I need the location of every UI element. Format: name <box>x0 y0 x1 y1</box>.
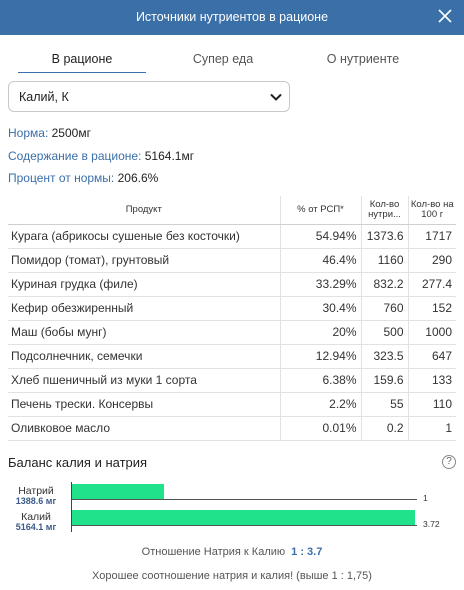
tab-bar: В рационе Супер еда О нутриенте <box>18 52 438 74</box>
cell-percent: 6.38% <box>279 368 361 393</box>
tab-super-food[interactable]: Супер еда <box>192 52 254 66</box>
cell-product: Помидор (томат), грунтовый <box>8 248 280 273</box>
table-row[interactable]: Хлеб пшеничный из муки 1 сорта 6.38% 159.6… <box>8 368 456 393</box>
col-header-amount[interactable]: Кол-во нутри... <box>360 196 408 225</box>
close-icon <box>438 9 452 23</box>
bar-category-label: Натрий <box>18 485 54 497</box>
tab-about-nutrient[interactable]: О нутриенте <box>326 52 400 66</box>
cell-per100: 1 <box>407 416 456 441</box>
table-row[interactable]: Помидор (томат), грунтовый 46.4% 1160 290 <box>8 248 456 273</box>
cell-percent: 12.94% <box>279 344 361 369</box>
percent-stat: Процент от нормы: 206.6% <box>8 171 158 185</box>
cell-per100: 152 <box>407 296 456 321</box>
table-row[interactable]: Подсолнечник, семечки 12.94% 323.5 647 <box>8 344 456 369</box>
cell-per100: 647 <box>407 344 456 369</box>
question-circle-icon[interactable]: ? <box>442 455 456 469</box>
cell-percent: 54.94% <box>279 224 361 249</box>
cell-amount: 500 <box>360 320 408 345</box>
cell-per100: 1717 <box>407 224 456 249</box>
cell-per100: 1000 <box>407 320 456 345</box>
col-header-per100[interactable]: Кол-во на 100 г <box>407 196 456 225</box>
bar <box>72 510 415 525</box>
bar <box>72 484 164 499</box>
nutrient-select[interactable]: Калий, К <box>8 81 290 112</box>
window-title: Источники нутриентов в рационе <box>135 10 329 24</box>
table-row[interactable]: Кефир обезжиренный 30.4% 760 152 <box>8 296 456 321</box>
bar-baseline <box>72 499 417 500</box>
bar-category-label: Калий <box>21 511 51 523</box>
chevron-down-icon <box>270 93 282 101</box>
cell-product: Хлеб пшеничный из муки 1 сорта <box>8 368 280 393</box>
table-row[interactable]: Печень трески. Консервы 2.2% 55 110 <box>8 392 456 417</box>
title-bar: Источники нутриентов в рационе <box>0 0 464 35</box>
table-header-row: Продукт % от РСП* Кол-во нутри... Кол-во… <box>8 196 456 225</box>
cell-product: Куриная грудка (филе) <box>8 272 280 297</box>
bar-value-label: 1 <box>423 493 428 503</box>
cell-amount: 0.2 <box>360 416 408 441</box>
norm-stat: Норма: 2500мг <box>8 126 91 140</box>
table-row[interactable]: Маш (бобы мунг) 20% 500 1000 <box>8 320 456 345</box>
cell-amount: 323.5 <box>360 344 408 369</box>
cell-amount: 832.2 <box>360 272 408 297</box>
tab-in-diet[interactable]: В рационе <box>18 52 146 73</box>
cell-amount: 159.6 <box>360 368 408 393</box>
cell-per100: 133 <box>407 368 456 393</box>
chart-axis-line <box>71 482 72 532</box>
cell-product: Оливковое масло <box>8 416 280 441</box>
ratio-verdict: Хорошее соотношение натрия и калия! (выш… <box>92 570 372 582</box>
table-row[interactable]: Куриная грудка (филе) 33.29% 832.2 277.4 <box>8 272 456 297</box>
cell-per100: 290 <box>407 248 456 273</box>
balance-title: Баланс калия и натрия <box>8 455 148 470</box>
bar-value-label: 3.72 <box>423 519 440 529</box>
cell-product: Курага (абрикосы сушеные без косточки) <box>8 224 280 249</box>
cell-percent: 30.4% <box>279 296 361 321</box>
cell-product: Маш (бобы мунг) <box>8 320 280 345</box>
cell-amount: 1373.6 <box>360 224 408 249</box>
ratio-line: Отношение Натрия к Калию 1 : 3.7 <box>0 546 464 558</box>
cell-percent: 2.2% <box>279 392 361 417</box>
cell-percent: 46.4% <box>279 248 361 273</box>
norm-label: Норма: <box>8 126 49 140</box>
content-stat: Содержание в рационе: 5164.1мг <box>8 149 194 163</box>
cell-per100: 277.4 <box>407 272 456 297</box>
percent-value: 206.6% <box>117 171 159 185</box>
close-button[interactable] <box>434 5 456 27</box>
cell-percent: 20% <box>279 320 361 345</box>
cell-product: Кефир обезжиренный <box>8 296 280 321</box>
content-value: 5164.1мг <box>144 149 195 163</box>
col-header-product[interactable]: Продукт <box>8 196 280 225</box>
norm-value: 2500мг <box>51 126 91 140</box>
cell-per100: 110 <box>407 392 456 417</box>
content-label: Содержание в рационе: <box>8 149 142 163</box>
cell-amount: 1160 <box>360 248 408 273</box>
table-row[interactable]: Курага (абрикосы сушеные без косточки) 54… <box>8 224 456 249</box>
ratio-value: 1 : 3.7 <box>291 546 323 558</box>
products-table: Продукт % от РСП* Кол-во нутри... Кол-во… <box>8 196 456 441</box>
cell-percent: 33.29% <box>279 272 361 297</box>
nutrient-select-value: Калий, К <box>19 90 69 104</box>
bar-amount-label: 5164.1 мг <box>15 522 57 532</box>
cell-product: Подсолнечник, семечки <box>8 344 280 369</box>
ratio-label: Отношение Натрия к Калию <box>141 546 286 558</box>
bar-amount-label: 1388.6 мг <box>15 496 57 506</box>
col-header-percent[interactable]: % от РСП* <box>279 196 361 225</box>
cell-amount: 760 <box>360 296 408 321</box>
cell-amount: 55 <box>360 392 408 417</box>
cell-product: Печень трески. Консервы <box>8 392 280 417</box>
percent-label: Процент от нормы: <box>8 171 115 185</box>
table-row[interactable]: Оливковое масло 0.01% 0.2 1 <box>8 416 456 441</box>
cell-percent: 0.01% <box>279 416 361 441</box>
bar-baseline <box>72 525 417 526</box>
